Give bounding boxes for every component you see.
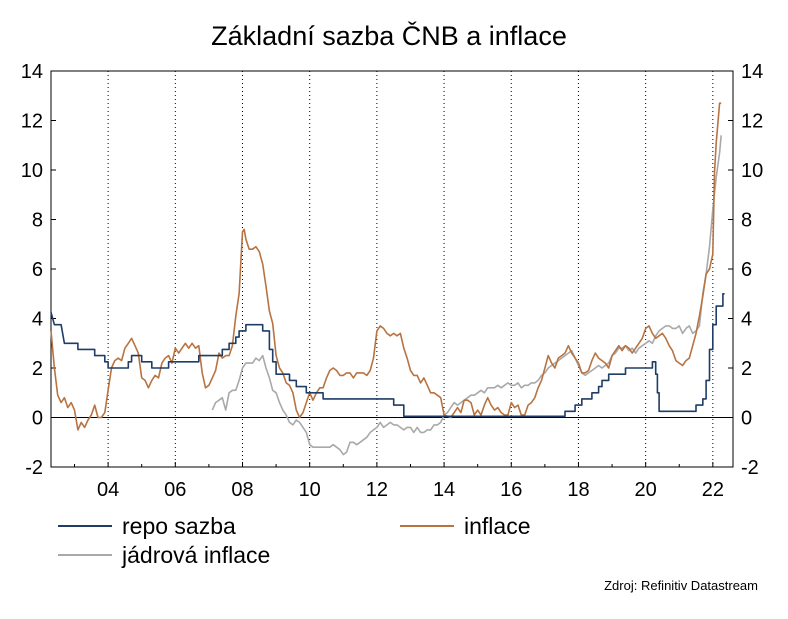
y-tick-label-left: 6 bbox=[32, 259, 43, 281]
y-tick-label-right: 2 bbox=[741, 358, 752, 380]
y-tick-label-left: 0 bbox=[32, 408, 43, 430]
y-tick-label-left: 10 bbox=[21, 160, 43, 182]
legend-label-jadrova-inflace: jádrová inflace bbox=[121, 542, 270, 568]
y-tick-label-right: 6 bbox=[741, 259, 752, 281]
axes: 04 06 08 10 12 14 16 18 20 22-2 -20 02 24 46 68 810 1012… bbox=[21, 61, 764, 501]
x-tick-label: 20 bbox=[635, 479, 657, 501]
x-tick-label: 04 bbox=[97, 479, 119, 501]
series bbox=[50, 102, 725, 456]
x-tick-label: 06 bbox=[164, 479, 186, 501]
x-tick-label: 16 bbox=[500, 479, 522, 501]
y-tick-label-left: -2 bbox=[25, 457, 43, 479]
x-tick-label: 22 bbox=[702, 479, 724, 501]
y-tick-label-right: 0 bbox=[741, 408, 752, 430]
y-tick-label-right: -2 bbox=[741, 457, 759, 479]
y-tick-label-left: 4 bbox=[32, 309, 43, 331]
y-tick-label-right: 10 bbox=[741, 160, 763, 182]
series-line-jadrova-inflace bbox=[211, 135, 722, 456]
x-tick-label: 08 bbox=[231, 479, 253, 501]
x-tick-label: 18 bbox=[567, 479, 589, 501]
legend: repo sazba inflace jádrová inflace bbox=[58, 513, 530, 568]
y-tick-label-right: 14 bbox=[741, 61, 763, 83]
series-line-repo-sazba bbox=[50, 293, 725, 418]
y-tick-label-left: 8 bbox=[32, 210, 43, 232]
y-tick-label-left: 14 bbox=[21, 61, 43, 83]
legend-label-inflace: inflace bbox=[464, 513, 530, 539]
series-line-inflace bbox=[50, 102, 722, 431]
plot-frame bbox=[50, 70, 734, 468]
chart-title: Základní sazba ČNB a inflace bbox=[211, 20, 567, 51]
legend-label-repo-sazba: repo sazba bbox=[122, 513, 236, 539]
y-tick-label-left: 12 bbox=[21, 111, 43, 133]
y-tick-label-left: 2 bbox=[32, 358, 43, 380]
y-tick-label-right: 4 bbox=[741, 309, 752, 331]
x-tick-label: 10 bbox=[299, 479, 321, 501]
x-tick-label: 14 bbox=[433, 479, 455, 501]
source-note: Zdroj: Refinitiv Datastream bbox=[604, 578, 758, 593]
y-tick-label-right: 8 bbox=[741, 210, 752, 232]
y-tick-label-right: 12 bbox=[741, 111, 763, 133]
grid bbox=[107, 71, 714, 467]
x-tick-label: 12 bbox=[366, 479, 388, 501]
